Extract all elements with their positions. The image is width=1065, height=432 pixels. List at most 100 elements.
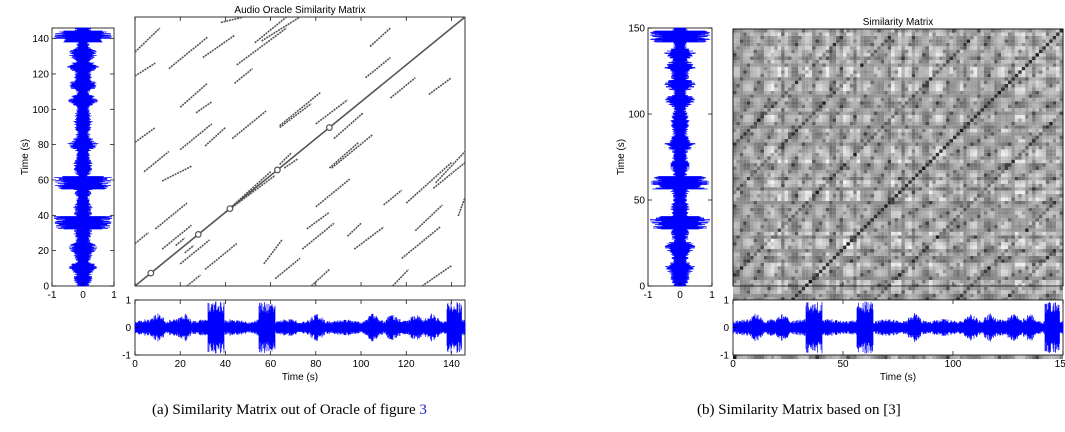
panel-b-cell bbox=[791, 139, 794, 142]
panel-b-cell bbox=[960, 167, 963, 170]
panel-b-cell bbox=[946, 239, 949, 242]
panel-b-cell bbox=[850, 215, 853, 218]
panel-b-cell bbox=[963, 215, 966, 218]
panel-b-cell bbox=[857, 290, 860, 293]
panel-b-cell bbox=[843, 167, 846, 170]
panel-b-cell bbox=[740, 160, 743, 163]
panel-b-cell bbox=[943, 187, 946, 190]
panel-b-cell bbox=[833, 156, 836, 159]
panel-b-cell bbox=[963, 146, 966, 149]
panel-b-cell bbox=[850, 211, 853, 214]
panel-b-cell bbox=[754, 208, 757, 211]
panel-b-cell bbox=[929, 235, 932, 238]
panel-b-cell bbox=[860, 225, 863, 228]
panel-b-cell bbox=[791, 242, 794, 245]
panel-b-cell bbox=[740, 225, 743, 228]
panel-b-cell bbox=[791, 194, 794, 197]
panel-b-cell bbox=[802, 191, 805, 194]
panel-b-cell bbox=[905, 228, 908, 231]
panel-b-cell bbox=[778, 139, 781, 142]
panel-b-cell bbox=[888, 153, 891, 156]
panel-b-cell bbox=[898, 184, 901, 187]
panel-b-cell bbox=[764, 277, 767, 280]
panel-b-cell bbox=[740, 246, 743, 249]
panel-b-cell bbox=[805, 266, 808, 269]
panel-b-cell bbox=[915, 246, 918, 249]
panel-b-cell bbox=[795, 235, 798, 238]
panel-b-cell bbox=[788, 142, 791, 145]
panel-b-cell bbox=[754, 129, 757, 132]
panel-b-cell bbox=[812, 194, 815, 197]
panel-b-cell bbox=[809, 163, 812, 166]
panel-b-cell bbox=[767, 201, 770, 204]
panel-b-cell bbox=[891, 191, 894, 194]
panel-b-cell bbox=[967, 191, 970, 194]
panel-b-cell bbox=[950, 270, 953, 273]
panel-b-cell bbox=[764, 266, 767, 269]
panel-b-cell bbox=[919, 156, 922, 159]
panel-b-cell bbox=[877, 228, 880, 231]
panel-b-cell bbox=[829, 180, 832, 183]
panel-b-cell bbox=[781, 208, 784, 211]
panel-b-cell bbox=[802, 208, 805, 211]
panel-b-cell bbox=[864, 184, 867, 187]
panel-b-cell bbox=[908, 215, 911, 218]
panel-b-cell bbox=[898, 256, 901, 259]
panel-b-cell bbox=[881, 232, 884, 235]
panel-b-cell bbox=[843, 177, 846, 180]
panel-b-cell bbox=[743, 246, 746, 249]
panel-b-cell bbox=[891, 290, 894, 293]
panel-b-cell bbox=[853, 194, 856, 197]
panel-b-cell bbox=[767, 215, 770, 218]
panel-b-cell bbox=[871, 208, 874, 211]
panel-b-cell bbox=[915, 204, 918, 207]
panel-b-cell bbox=[864, 204, 867, 207]
panel-b-cell bbox=[781, 139, 784, 142]
panel-b-cell bbox=[926, 139, 929, 142]
panel-b-cell bbox=[833, 136, 836, 139]
panel-b-cell bbox=[908, 136, 911, 139]
panel-b-cell bbox=[939, 160, 942, 163]
panel-b-cell bbox=[750, 204, 753, 207]
panel-b-cell bbox=[905, 222, 908, 225]
panel-b-cell bbox=[805, 139, 808, 142]
panel-b-cell bbox=[791, 256, 794, 259]
panel-b-cell bbox=[884, 132, 887, 135]
panel-b-cell bbox=[750, 129, 753, 132]
panel-b-cell bbox=[754, 259, 757, 262]
panel-b-cell bbox=[778, 252, 781, 255]
panel-b-cell bbox=[905, 242, 908, 245]
panel-b-cell bbox=[950, 273, 953, 276]
panel-b-cell bbox=[864, 273, 867, 276]
panel-b-cell bbox=[802, 139, 805, 142]
panel-b-cell bbox=[950, 149, 953, 152]
panel-b-cell bbox=[853, 208, 856, 211]
panel-b-cell bbox=[805, 180, 808, 183]
panel-b-cell bbox=[764, 201, 767, 204]
panel-b-cell bbox=[791, 239, 794, 242]
panel-b-cell bbox=[895, 177, 898, 180]
panel-b-left-amp-label-1: 0 bbox=[677, 290, 683, 301]
panel-b-cell bbox=[829, 280, 832, 283]
panel-b-cell bbox=[926, 149, 929, 152]
panel-b-cell bbox=[939, 287, 942, 290]
panel-b-cell bbox=[812, 142, 815, 145]
panel-b-cell bbox=[764, 197, 767, 200]
panel-b-cell bbox=[754, 163, 757, 166]
panel-b-cell bbox=[857, 129, 860, 132]
panel-b-cell bbox=[843, 184, 846, 187]
panel-b-cell bbox=[791, 287, 794, 290]
panel-b-cell bbox=[791, 177, 794, 180]
panel-b-cell bbox=[809, 218, 812, 221]
panel-b-cell bbox=[740, 180, 743, 183]
panel-b-cell bbox=[932, 290, 935, 293]
panel-b-cell bbox=[905, 287, 908, 290]
panel-b-cell bbox=[850, 280, 853, 283]
panel-b-cell bbox=[836, 290, 839, 293]
panel-b-cell bbox=[908, 249, 911, 252]
panel-b-cell bbox=[898, 156, 901, 159]
panel-b-cell bbox=[761, 139, 764, 142]
panel-b-cell bbox=[750, 170, 753, 173]
panel-b-cell bbox=[750, 173, 753, 176]
panel-b-cell bbox=[767, 125, 770, 128]
